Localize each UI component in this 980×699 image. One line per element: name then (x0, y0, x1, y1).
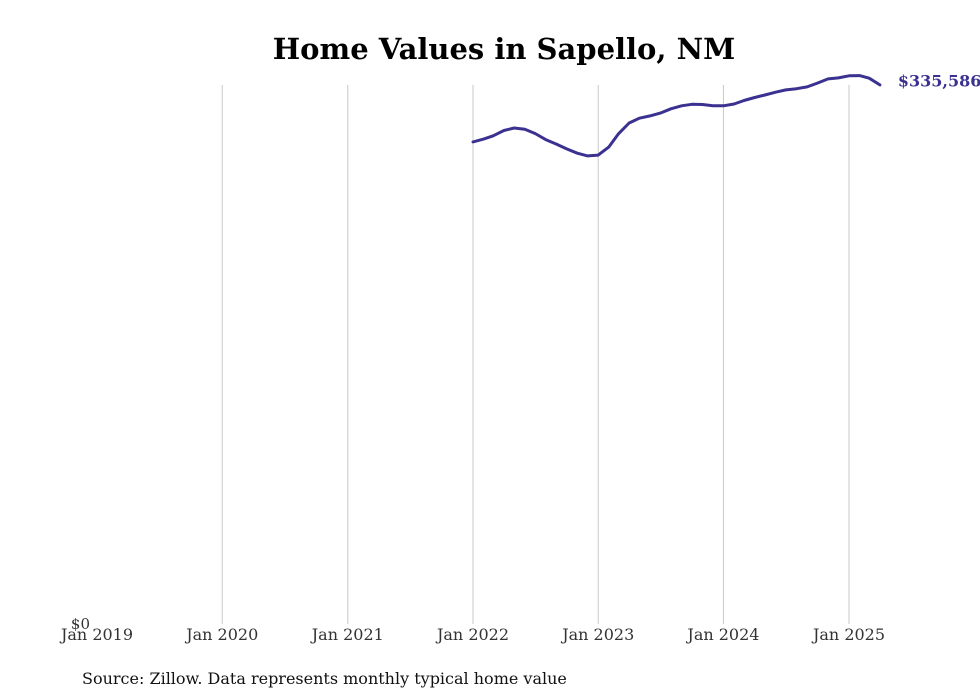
x-tick-label-jan-2020: Jan 2020 (184, 625, 258, 644)
x-tick-label-jan-2024: Jan 2024 (685, 625, 759, 644)
y-tick-label-zero: $0 (71, 615, 90, 633)
home-value-line (471, 74, 882, 158)
chart-title: Home Values in Sapello, NM (273, 32, 735, 66)
end-value-label: $335,586 (898, 72, 980, 91)
x-axis: Jan 2019 Jan 2020 Jan 2021 Jan 2022 Jan 2023… (59, 625, 885, 644)
x-tick-label-jan-2023: Jan 2023 (560, 625, 634, 644)
gridlines (221, 85, 850, 624)
source-note: Source: Zillow. Data represents monthly … (82, 669, 567, 688)
x-tick-label-jan-2025: Jan 2025 (811, 625, 885, 644)
x-tick-label-jan-2022: Jan 2022 (435, 625, 509, 644)
x-tick-label-jan-2019: Jan 2019 (59, 625, 133, 644)
x-tick-label-jan-2021: Jan 2021 (310, 625, 384, 644)
